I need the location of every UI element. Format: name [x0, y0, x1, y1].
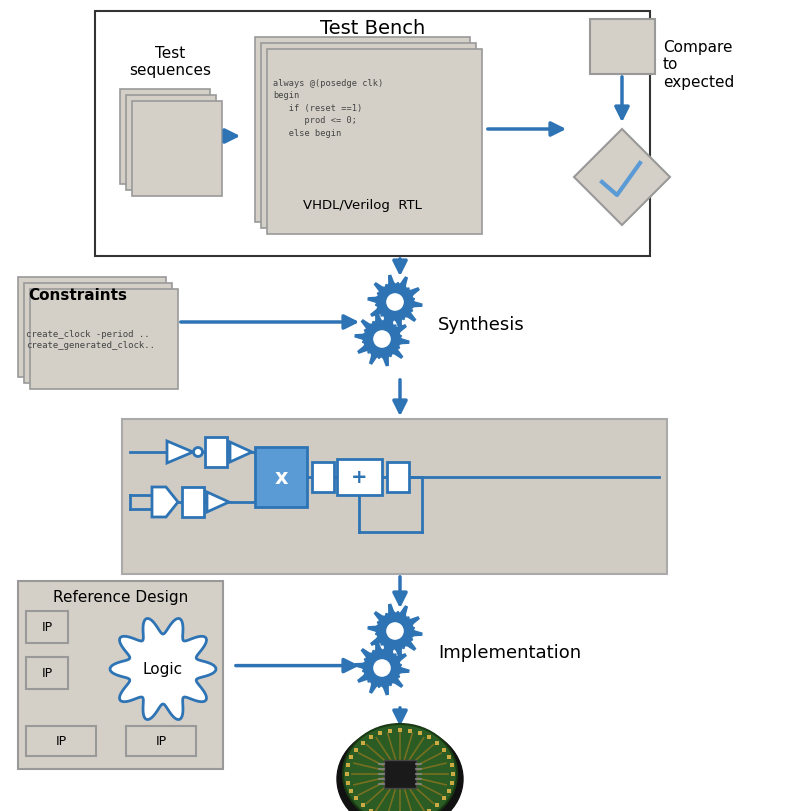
Bar — [427, 736, 432, 740]
Bar — [384, 760, 416, 788]
Bar — [361, 803, 365, 807]
Bar — [122, 419, 667, 574]
Bar — [436, 803, 440, 807]
Text: create_clock -period ..
create_generated_clock..: create_clock -period .. create_generated… — [26, 330, 155, 350]
Bar — [261, 44, 476, 229]
Bar — [387, 462, 409, 492]
Text: Reference Design: Reference Design — [53, 590, 188, 605]
Bar — [205, 437, 227, 467]
Bar — [349, 789, 353, 793]
Text: Synthesis: Synthesis — [438, 315, 525, 333]
Bar — [346, 763, 350, 767]
Bar — [126, 96, 216, 191]
Text: IP: IP — [55, 735, 66, 748]
Bar — [447, 789, 451, 793]
Bar — [255, 38, 470, 223]
Bar — [354, 796, 358, 800]
Bar — [18, 581, 223, 769]
Bar — [369, 809, 373, 811]
Bar — [354, 748, 358, 752]
Circle shape — [374, 660, 390, 676]
Polygon shape — [355, 642, 409, 695]
Text: Constraints: Constraints — [28, 288, 127, 303]
Bar — [346, 781, 350, 784]
Bar — [377, 732, 381, 736]
Bar — [447, 755, 451, 759]
Text: Test Bench: Test Bench — [320, 19, 425, 37]
Polygon shape — [167, 441, 193, 463]
Bar — [182, 487, 204, 517]
Text: Logic: Logic — [143, 662, 183, 676]
Text: x: x — [274, 467, 288, 487]
Bar — [451, 772, 455, 776]
Text: IP: IP — [42, 620, 53, 633]
Bar — [26, 726, 96, 756]
Bar — [126, 726, 196, 756]
Bar — [427, 809, 432, 811]
Circle shape — [194, 448, 203, 457]
Text: always @(posedge clk)
begin
   if (reset ==1)
      prod <= 0;
   else begin: always @(posedge clk) begin if (reset ==… — [273, 79, 383, 137]
Polygon shape — [355, 313, 409, 367]
Text: Compare
to
expected: Compare to expected — [663, 40, 734, 90]
Bar — [267, 50, 482, 234]
Polygon shape — [368, 276, 422, 329]
Bar — [408, 729, 412, 733]
Bar — [120, 90, 210, 185]
Bar — [418, 732, 422, 736]
Bar — [26, 657, 68, 689]
Bar — [590, 20, 655, 75]
Bar — [255, 448, 307, 508]
Polygon shape — [152, 487, 178, 517]
Polygon shape — [230, 443, 252, 462]
Ellipse shape — [337, 726, 463, 811]
Bar — [388, 729, 392, 733]
Bar — [345, 772, 349, 776]
Text: Implementation: Implementation — [438, 643, 581, 661]
Polygon shape — [368, 604, 422, 658]
Text: +: + — [351, 468, 368, 487]
Circle shape — [387, 294, 403, 311]
Bar — [369, 736, 373, 740]
Bar — [450, 763, 454, 767]
Polygon shape — [574, 130, 670, 225]
Bar — [26, 611, 68, 643]
Bar — [24, 284, 172, 384]
Bar — [361, 741, 365, 745]
Bar — [349, 755, 353, 759]
Bar — [436, 741, 440, 745]
Ellipse shape — [343, 724, 457, 811]
Text: VHDL/Verilog  RTL: VHDL/Verilog RTL — [303, 198, 422, 211]
Text: IP: IP — [155, 735, 166, 748]
Bar — [337, 460, 382, 496]
Text: IP: IP — [42, 667, 53, 680]
Bar — [312, 462, 334, 492]
Bar — [442, 748, 446, 752]
Circle shape — [387, 623, 403, 639]
Bar — [95, 12, 650, 257]
Bar — [18, 277, 166, 378]
Text: Test
sequences: Test sequences — [129, 45, 211, 78]
Polygon shape — [207, 492, 229, 513]
Bar — [30, 290, 178, 389]
Bar — [442, 796, 446, 800]
Bar — [450, 781, 454, 784]
Circle shape — [374, 332, 390, 348]
Bar — [398, 728, 402, 732]
Polygon shape — [110, 619, 216, 719]
Bar — [132, 102, 222, 197]
